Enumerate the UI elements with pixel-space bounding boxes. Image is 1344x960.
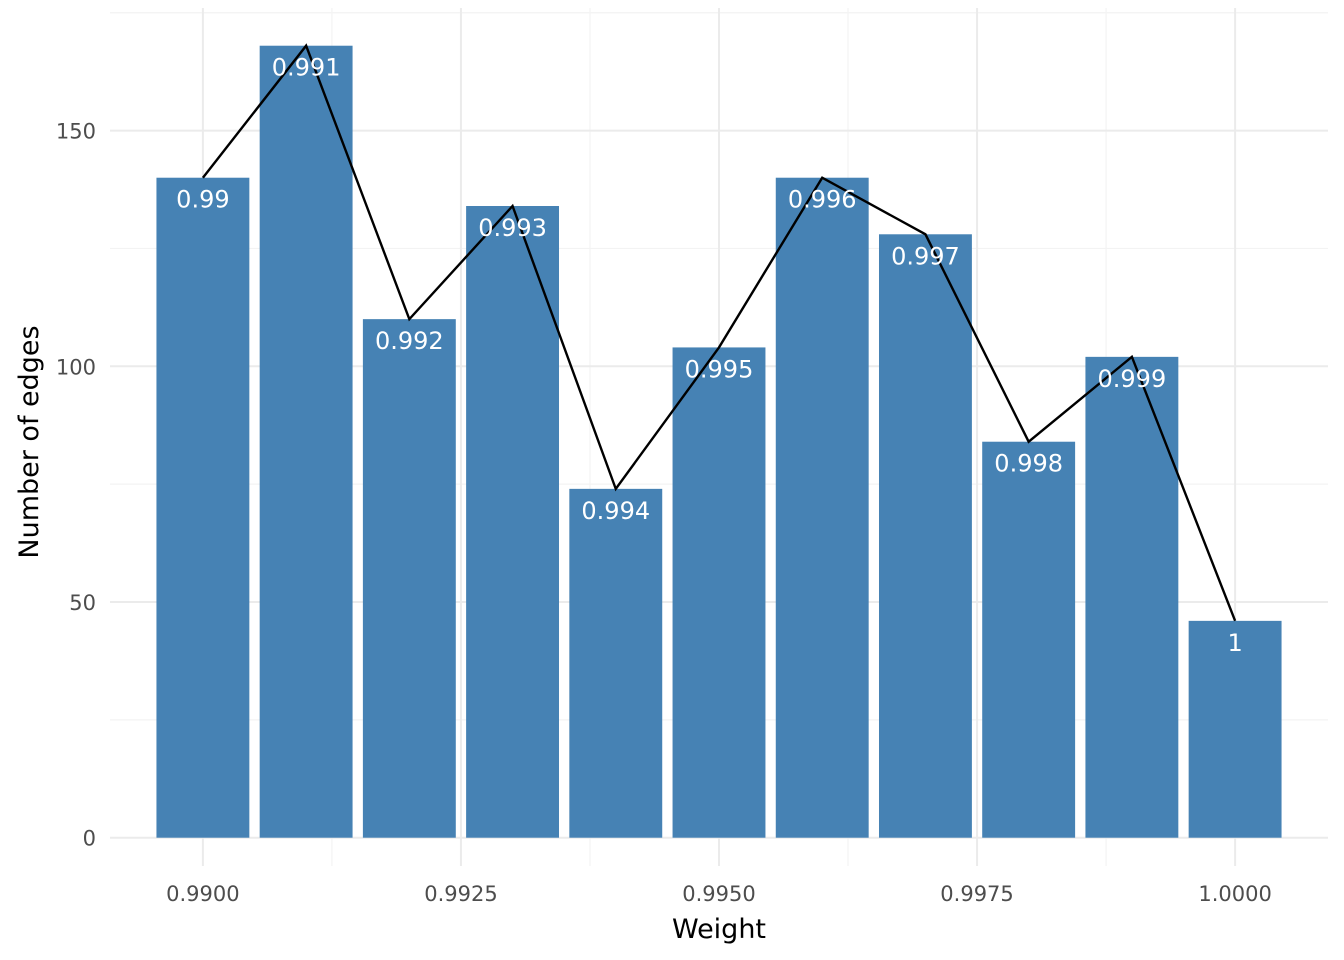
bar-label: 0.993 xyxy=(478,214,547,242)
x-tick-label: 1.0000 xyxy=(1198,882,1271,906)
bar-label: 0.999 xyxy=(1098,365,1167,393)
bar xyxy=(672,347,766,838)
bar-label: 0.995 xyxy=(685,355,754,383)
bar-label: 0.998 xyxy=(994,450,1063,478)
bar-label: 1 xyxy=(1227,629,1242,657)
bar xyxy=(466,206,560,838)
x-tick-label: 0.9950 xyxy=(682,882,755,906)
trend-line xyxy=(201,43,1237,622)
y-tick-label: 100 xyxy=(56,355,96,379)
y-tick-label: 0 xyxy=(83,827,96,851)
x-axis-ticks: 0.9900 0.9925 0.9950 0.9975 1.0000 xyxy=(166,882,1272,906)
y-axis-ticks: 0 50 100 150 xyxy=(56,120,96,851)
y-axis-title: Number of edges xyxy=(14,325,45,558)
y-tick-label: 50 xyxy=(69,591,96,615)
bar xyxy=(775,177,869,838)
bar xyxy=(878,234,972,838)
bar-label: 0.991 xyxy=(272,54,341,82)
bar-label: 0.996 xyxy=(788,186,857,214)
y-tick-label: 150 xyxy=(56,120,96,144)
x-axis-title: Weight xyxy=(672,914,766,945)
bar xyxy=(982,441,1076,838)
bar xyxy=(1188,620,1282,838)
x-tick-label: 0.9900 xyxy=(166,882,239,906)
bar-label: 0.997 xyxy=(891,242,960,270)
line-overlay xyxy=(201,43,1237,622)
bar xyxy=(156,177,250,838)
bar xyxy=(569,488,663,838)
bar xyxy=(362,319,456,838)
bar-labels: 0.99 0.991 0.992 0.993 0.994 0.995 0.996 0.997 0… xyxy=(176,54,1243,657)
bar-label: 0.99 xyxy=(176,186,229,214)
x-tick-label: 0.9975 xyxy=(940,882,1013,906)
bars xyxy=(156,45,1282,838)
x-tick-label: 0.9925 xyxy=(424,882,497,906)
bar xyxy=(1085,356,1179,838)
bar-label: 0.994 xyxy=(581,497,650,525)
bar xyxy=(259,45,353,838)
bar-label: 0.992 xyxy=(375,327,444,355)
